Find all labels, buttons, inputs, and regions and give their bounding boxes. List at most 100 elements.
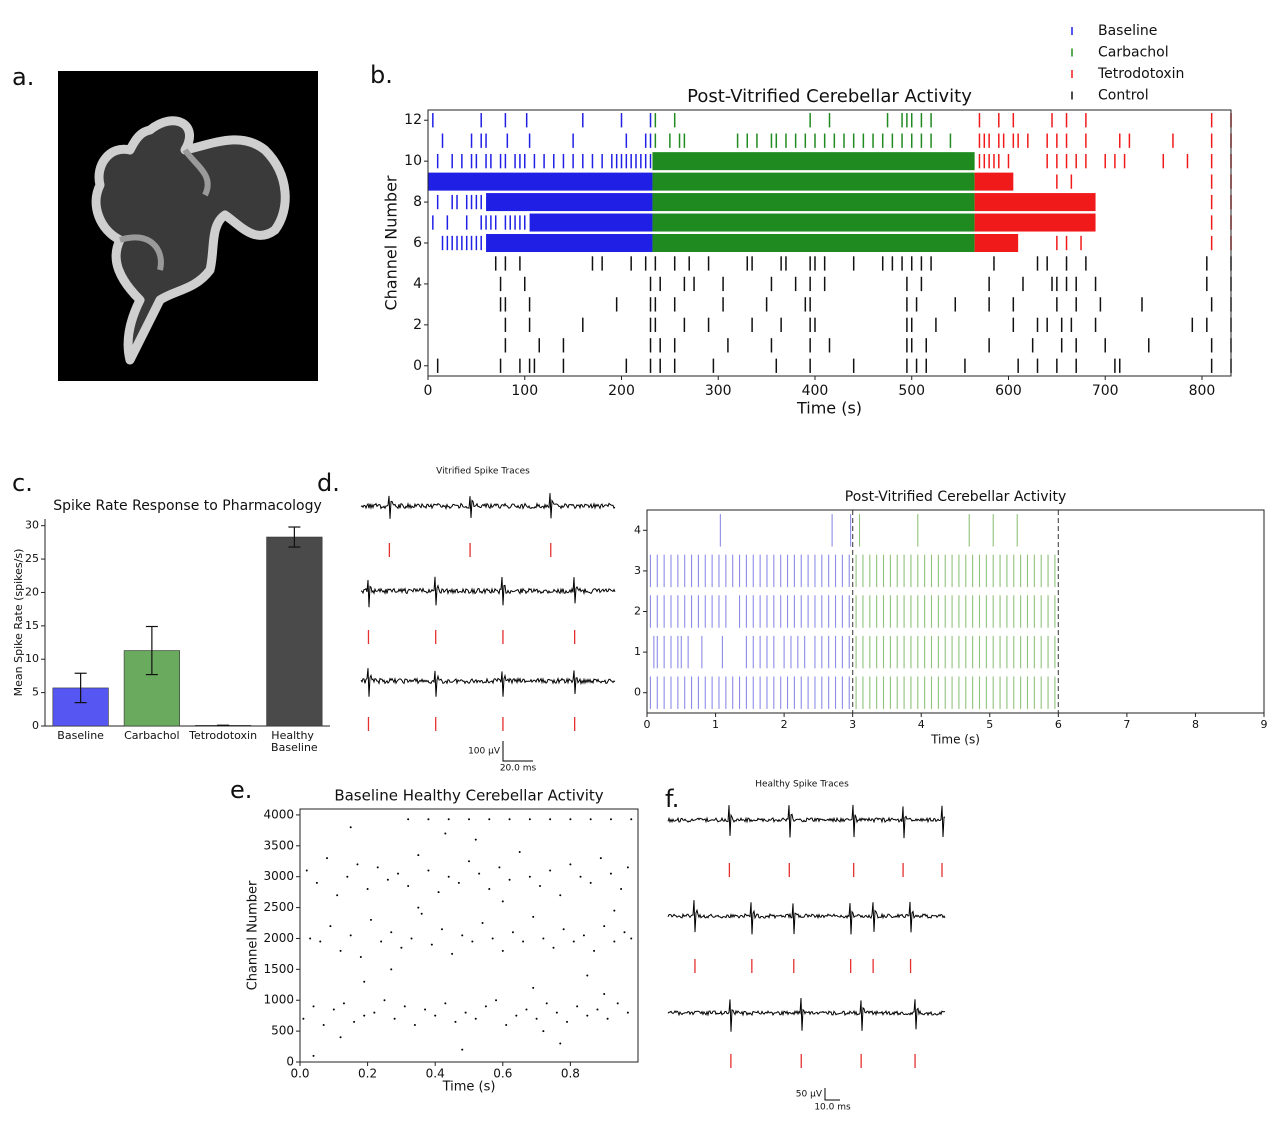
spike-dot — [349, 934, 352, 937]
x-tick-label: 7 — [1123, 718, 1130, 731]
tissue-fold — [119, 148, 211, 271]
spike-dot — [312, 1054, 315, 1057]
x-tick-label: 3 — [849, 718, 856, 731]
y-axis-label: Mean Spike Rate (spikes/s) — [12, 549, 25, 697]
spike-dot — [589, 818, 592, 821]
x-tick-label: 600 — [995, 383, 1022, 399]
spike-dot — [566, 1020, 569, 1023]
spike-dot — [451, 952, 454, 955]
burst-bar — [974, 193, 1096, 212]
y-tick-label: 1000 — [263, 993, 294, 1007]
legend-label: Carbachol — [1098, 45, 1169, 61]
spike-dot — [589, 881, 592, 884]
spike-dot — [511, 931, 514, 934]
spike-dot — [505, 1023, 508, 1026]
spike-dot — [626, 1011, 629, 1014]
spike-dot — [630, 818, 633, 821]
y-tick-label: 1500 — [263, 962, 294, 976]
spike-dot — [312, 1005, 315, 1008]
x-tick-label: 0.8 — [561, 1067, 580, 1081]
y-tick-label: 1 — [634, 645, 641, 658]
burst-bar — [486, 193, 653, 212]
spike-dot — [315, 881, 318, 884]
y-tick-label: 6 — [413, 235, 422, 251]
spike-dot — [339, 949, 342, 952]
legend-label: Control — [1098, 88, 1149, 104]
panel-label: a. — [12, 63, 34, 91]
y-tick-label: 4 — [634, 523, 641, 536]
spike-dot — [424, 1008, 427, 1011]
spike-dot — [474, 1017, 477, 1020]
y-tick-label: 0 — [413, 358, 422, 374]
x-tick-label: Tetrodotoxin — [188, 729, 257, 742]
spike-dot — [508, 878, 511, 881]
spike-dot — [495, 999, 498, 1002]
chart-title: Spike Rate Response to Pharmacology — [53, 498, 322, 514]
spike-dot — [397, 872, 400, 875]
spike-dot — [603, 925, 606, 928]
spike-dot — [417, 906, 420, 909]
spike-dot — [454, 1020, 457, 1023]
y-tick-label: 20 — [25, 585, 39, 598]
spike-dot — [420, 912, 423, 915]
spike-dot — [468, 860, 470, 863]
spike-dot — [440, 928, 443, 931]
panel-label: e. — [230, 776, 252, 804]
burst-bar — [652, 152, 975, 171]
scale-duration: 20.0 ms — [500, 764, 537, 774]
y-tick-label: 2000 — [263, 931, 294, 945]
spike-dot — [366, 888, 369, 891]
spike-dot — [613, 909, 616, 912]
spike-dot — [569, 818, 572, 821]
spike-dot — [427, 869, 430, 872]
burst-bar — [974, 172, 1014, 191]
spike-dot — [437, 891, 440, 894]
x-tick-label: 9 — [1261, 718, 1268, 731]
y-tick-label: 2 — [413, 317, 422, 333]
spike-dot — [599, 857, 602, 860]
tissue-image — [58, 71, 318, 381]
y-tick-label: 30 — [25, 519, 39, 532]
spike-dot — [356, 863, 359, 866]
spike-dot — [359, 955, 362, 958]
spike-dot — [342, 1002, 345, 1005]
x-axis-label: Time (s) — [930, 733, 980, 747]
burst-bar — [974, 233, 1019, 253]
spike-dot — [491, 937, 494, 940]
spike-dot — [525, 1008, 528, 1011]
x-tick-label: 6 — [1055, 718, 1062, 731]
trace-waveform — [360, 668, 616, 697]
spike-dot — [447, 818, 450, 821]
spike-dot — [309, 937, 312, 940]
spike-dot — [403, 1005, 406, 1008]
burst-bar — [652, 213, 975, 232]
spike-dot — [528, 875, 531, 878]
burst-bar — [529, 213, 653, 232]
spike-dot — [376, 866, 379, 869]
plot-frame — [299, 808, 639, 1063]
spike-dot — [336, 894, 339, 897]
spike-dot — [488, 888, 491, 891]
y-axis-label: Channel Number — [382, 175, 401, 310]
trace-waveform — [360, 576, 616, 608]
x-tick-label: 4 — [918, 718, 925, 731]
spike-dot — [471, 940, 474, 943]
spike-dot — [474, 838, 477, 841]
spike-dot — [386, 878, 389, 881]
burst-bar — [974, 213, 1096, 232]
spike-dot — [623, 931, 626, 934]
burst-bar — [486, 233, 653, 253]
spike-dot — [332, 1008, 335, 1011]
y-tick-label: 5 — [32, 686, 39, 699]
spike-dot — [319, 940, 322, 943]
spike-dot — [542, 937, 545, 940]
spike-dot — [572, 940, 575, 943]
spike-dot — [606, 1017, 609, 1020]
spike-dot — [339, 1036, 342, 1039]
spike-dot — [498, 866, 501, 869]
spike-dot — [407, 884, 410, 887]
scale-bar — [502, 741, 533, 762]
spike-dot — [609, 872, 612, 875]
y-tick-label: 15 — [25, 619, 39, 632]
